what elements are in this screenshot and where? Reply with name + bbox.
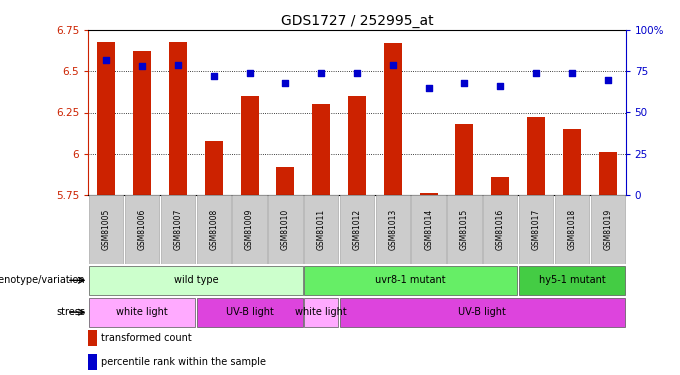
Bar [89,298,195,327]
Text: GSM81012: GSM81012 [352,209,362,250]
Text: genotype/variation: genotype/variation [0,275,85,285]
Point [352,70,362,76]
Bar [563,129,581,195]
Point [101,57,112,63]
Point [173,62,184,68]
Text: white light: white light [116,307,168,317]
Text: GSM81018: GSM81018 [567,209,577,250]
Bar [89,195,124,264]
Text: UV-B light: UV-B light [458,307,507,317]
Bar [133,51,151,195]
Bar [384,43,402,195]
Bar [304,195,339,264]
Bar [375,195,410,264]
Bar [304,266,517,295]
Text: wild type: wild type [173,275,218,285]
Bar [519,266,625,295]
Bar [160,195,195,264]
Text: GSM81008: GSM81008 [209,209,218,251]
Point [244,70,255,76]
Bar [420,194,438,195]
Text: GSM81016: GSM81016 [496,209,505,251]
Bar [125,195,159,264]
Point [530,70,541,76]
Bar [268,195,303,264]
Bar [241,96,258,195]
Bar [97,42,116,195]
Bar [205,141,223,195]
Text: UV-B light: UV-B light [226,307,273,317]
Bar [340,298,625,327]
Bar [527,117,545,195]
Point [280,80,291,86]
Bar [312,104,330,195]
Bar [519,195,554,264]
Bar [456,124,473,195]
Bar [411,195,446,264]
Text: GSM81014: GSM81014 [424,209,433,251]
Bar [197,298,303,327]
Text: GSM81019: GSM81019 [603,209,612,251]
Bar [555,195,589,264]
Point [316,70,326,76]
Text: GSM81010: GSM81010 [281,209,290,251]
Bar [340,195,374,264]
Title: GDS1727 / 252995_at: GDS1727 / 252995_at [281,13,433,28]
Point [602,76,613,82]
Text: white light: white light [295,307,347,317]
Bar [491,177,509,195]
Bar [276,167,294,195]
Text: GSM81006: GSM81006 [137,209,147,251]
Bar [598,152,617,195]
Text: GSM81009: GSM81009 [245,209,254,251]
Text: uvr8-1 mutant: uvr8-1 mutant [375,275,446,285]
Point [423,85,434,91]
Text: GSM81007: GSM81007 [173,209,182,251]
Bar [233,195,267,264]
Bar [169,42,187,195]
Point [208,73,219,79]
Bar [447,195,481,264]
Text: GSM81011: GSM81011 [317,209,326,250]
Text: GSM81017: GSM81017 [532,209,541,251]
Point [566,70,577,76]
Bar [483,195,517,264]
Text: GSM81013: GSM81013 [388,209,397,251]
Text: GSM81005: GSM81005 [102,209,111,251]
Bar [197,195,231,264]
Point [388,62,398,68]
Text: percentile rank within the sample: percentile rank within the sample [101,357,266,367]
Bar [348,96,366,195]
Bar [590,195,625,264]
Bar [89,266,303,295]
Point [137,63,148,69]
Bar [304,298,339,327]
Text: transformed count: transformed count [101,333,191,343]
Text: stress: stress [56,307,85,317]
Point [495,83,506,89]
Point [459,80,470,86]
Text: hy5-1 mutant: hy5-1 mutant [539,275,605,285]
Text: GSM81015: GSM81015 [460,209,469,251]
